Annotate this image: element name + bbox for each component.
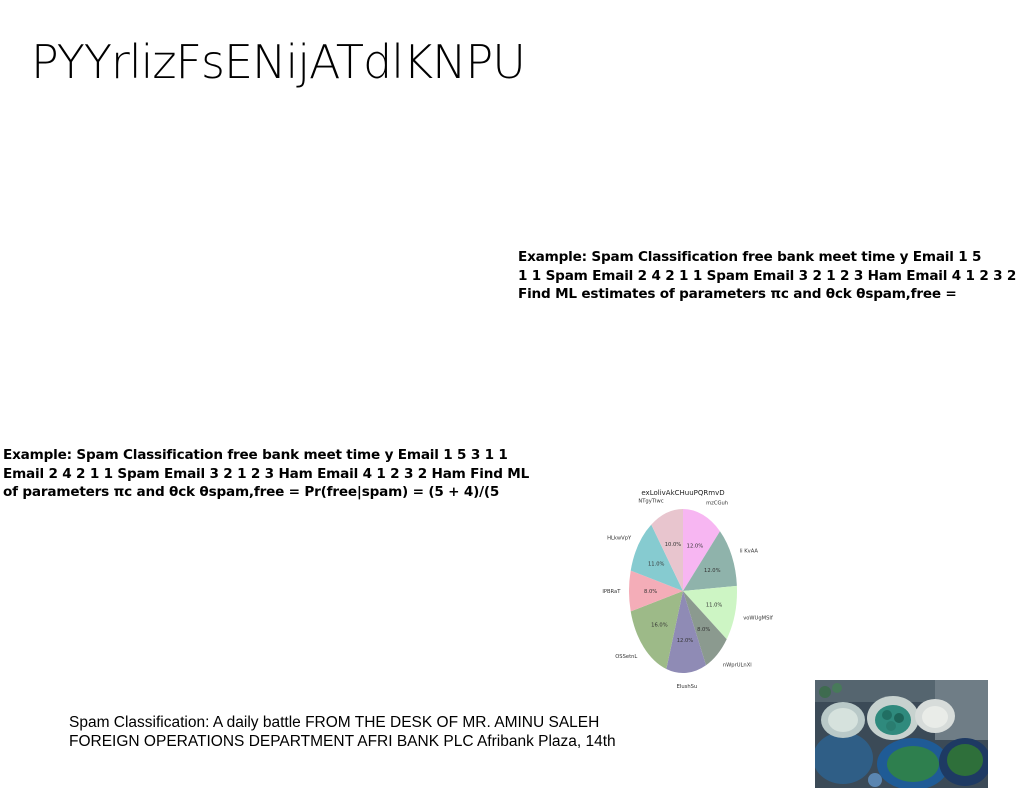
pie-slice-percent: 12.0% [687, 543, 704, 549]
example-text-right-line: Find ML estimates of parameters πc and θ… [518, 286, 957, 302]
example-text-left-line: Example: Spam Classification free bank m… [3, 447, 508, 463]
pie-labels: 12.0% mzCGuh 12.0% li KvAA 11.0% voWUgMSIf 8.0… [602, 499, 773, 690]
pie-slice-percent: 8.0% [644, 589, 657, 595]
pie-slice-label: li KvAA [740, 549, 759, 555]
pie-slice-percent: 12.0% [677, 638, 694, 644]
pie-slice [629, 570, 683, 612]
pie-slice [683, 585, 737, 640]
pie-slice-percent: 10.0% [665, 542, 682, 548]
spam-letter-line: Spam Classification: A daily battle FROM… [69, 714, 600, 731]
example-text-left: Example: Spam Classification free bank m… [3, 446, 529, 502]
pie-slice [683, 531, 737, 591]
pie-slice [651, 509, 683, 591]
pie-slice-percent: 16.0% [651, 623, 668, 629]
example-text-right-line: 1 1 Spam Email 2 4 2 1 1 Spam Email 3 2 … [518, 267, 1017, 284]
pie-slice [630, 524, 683, 591]
pie-slice-percent: 8.0% [697, 627, 710, 633]
pie-slice [666, 591, 706, 673]
pie-slice-label: voWUgMSIf [743, 616, 773, 622]
pie-slice-percent: 11.0% [706, 603, 723, 609]
pie-slice-percent: 12.0% [704, 568, 721, 574]
pie-slice-label: NTgyTIwc [638, 499, 663, 505]
pie-chart-title: exLolivAkCHuuPQRmvD [641, 489, 724, 497]
pie-slice-label: OSSetnL [615, 654, 637, 660]
pie-slice-label: IPBRaT [602, 589, 621, 595]
pie-slice-label: HLkwVpY [607, 536, 632, 542]
pie-slice-label: nWprULnXl [723, 662, 752, 668]
food-photo [815, 680, 988, 788]
pie-chart: exLolivAkCHuuPQRmvD 12.0% mzCGuh 12.0% li K… [602, 489, 773, 690]
example-text-left-line: Email 2 4 2 1 1 Spam Email 3 2 1 2 3 Ham… [3, 465, 530, 482]
pie-slice-percent: 11.0% [648, 561, 665, 567]
spam-letter-line: FOREIGN OPERATIONS DEPARTMENT AFRI BANK … [69, 733, 616, 750]
spam-letter-text: Spam Classification: A daily battle FROM… [69, 713, 616, 751]
example-text-right: Example: Spam Classification free bank m… [518, 248, 1016, 304]
pie-slice-label: EIushSu [677, 684, 698, 690]
example-text-right-line: Example: Spam Classification free bank m… [518, 249, 982, 265]
pie-slice [630, 591, 683, 669]
pie-slice [683, 591, 727, 666]
pie-slice [683, 509, 720, 591]
slide-title: PYYrlizFsENijATdlKNPU [31, 35, 526, 89]
example-text-left-line: of parameters πc and θck θspam,free = Pr… [3, 484, 500, 500]
pie-slice-label: mzCGuh [706, 501, 728, 507]
pie-slices [629, 509, 737, 673]
